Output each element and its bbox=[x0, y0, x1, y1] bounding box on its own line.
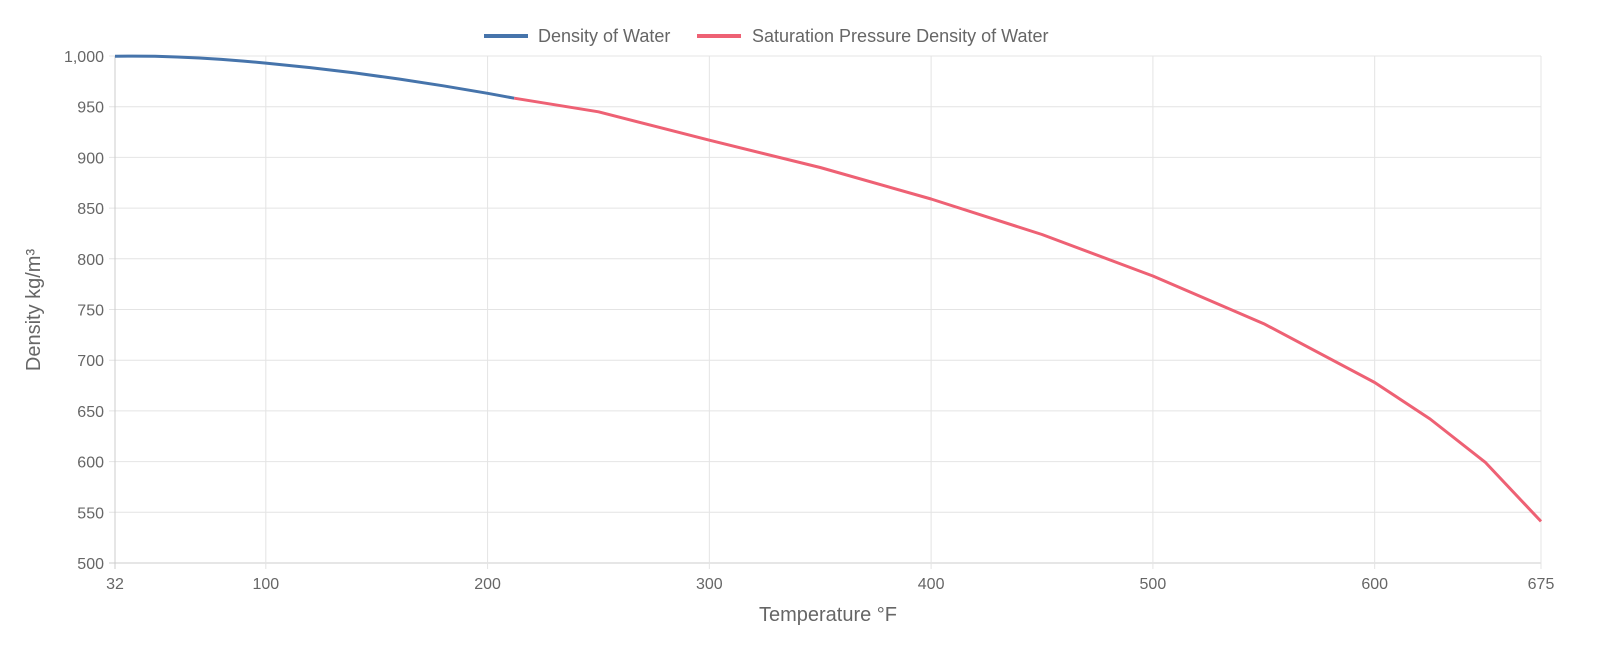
y-tick-label: 500 bbox=[77, 556, 104, 573]
y-axis-title: Density kg/m³ bbox=[23, 249, 45, 372]
x-tick-labels: 32 100 200 300 400 500 600 675 bbox=[106, 576, 1554, 593]
legend: Density of Water Saturation Pressure Den… bbox=[484, 26, 1048, 46]
x-tick-label: 500 bbox=[1140, 576, 1167, 593]
series-line-0 bbox=[114, 54, 515, 100]
x-tick-label: 200 bbox=[474, 576, 501, 593]
x-tick-label: 32 bbox=[106, 576, 124, 593]
series-line-1 bbox=[513, 96, 1543, 523]
x-tick-label: 675 bbox=[1528, 576, 1555, 593]
y-tick-label: 600 bbox=[77, 455, 104, 472]
legend-swatch-saturation-pressure[interactable] bbox=[697, 34, 741, 38]
y-tick-label: 1,000 bbox=[64, 49, 104, 66]
y-tick-label: 550 bbox=[77, 505, 104, 522]
y-tick-label: 900 bbox=[77, 150, 104, 167]
y-tick-label: 750 bbox=[77, 303, 104, 320]
y-tick-labels: 500 550 600 650 700 750 800 850 900 950 1,000 bbox=[64, 49, 104, 573]
y-tick-label: 950 bbox=[77, 100, 104, 117]
x-tick-label: 100 bbox=[252, 576, 279, 593]
y-tick-label: 800 bbox=[77, 252, 104, 269]
y-tick-label: 650 bbox=[77, 404, 104, 421]
series-lines bbox=[114, 54, 1543, 523]
x-tick-label: 300 bbox=[696, 576, 723, 593]
legend-swatch-density-of-water[interactable] bbox=[484, 34, 528, 38]
y-tick-label: 700 bbox=[77, 353, 104, 370]
x-tick-label: 400 bbox=[918, 576, 945, 593]
grid bbox=[109, 55, 1542, 569]
legend-label-density-of-water[interactable]: Density of Water bbox=[538, 26, 670, 46]
y-tick-label: 850 bbox=[77, 201, 104, 218]
x-tick-label: 600 bbox=[1361, 576, 1388, 593]
x-axis-title: Temperature °F bbox=[759, 604, 897, 626]
legend-label-saturation-pressure[interactable]: Saturation Pressure Density of Water bbox=[752, 26, 1048, 46]
